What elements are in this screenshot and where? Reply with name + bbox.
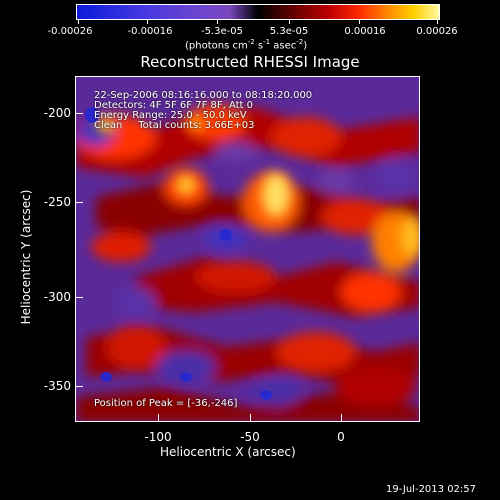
heatmap	[76, 77, 419, 421]
colorbar-label: -0.00026	[47, 26, 93, 37]
x-tick-label: -50	[240, 430, 260, 444]
x-tick-label: -100	[144, 430, 172, 444]
y-tick-label: -300	[43, 290, 71, 304]
colorbar-label: 5.3e-05	[269, 26, 309, 37]
clean-total-counts: Clean Total counts: 3.66E+03	[94, 120, 255, 131]
detectors: Detectors: 4F 5F 6F 7F 8F, Att 0	[94, 100, 254, 111]
y-tick	[75, 202, 83, 203]
x-tick	[341, 414, 342, 422]
colorbar-tick	[359, 20, 360, 24]
y-tick	[75, 113, 83, 114]
colorbar-label: -5.3e-05	[201, 26, 243, 37]
peak-position: Position of Peak = [-36,-246]	[94, 398, 238, 409]
image-title: Reconstructed RHESSI Image	[140, 53, 360, 71]
colorbar-tick	[437, 20, 438, 24]
colorbar-label: 0.00026	[416, 26, 458, 37]
y-tick-label: -350	[43, 379, 71, 393]
x-axis-label: Heliocentric X (arcsec)	[160, 445, 296, 459]
colorbar-tick	[217, 20, 218, 24]
y-tick	[75, 386, 83, 387]
colorbar-label: -0.00016	[127, 26, 173, 37]
colorbar-tick	[147, 20, 148, 24]
y-tick-label: -200	[43, 106, 71, 120]
colorbar	[76, 4, 440, 20]
x-tick	[158, 414, 159, 422]
colorbar-label: 0.00016	[344, 26, 386, 37]
colorbar-units: (photons cm-2 s-1 asec-2)	[185, 38, 308, 52]
rhessi-image: 22-Sep-2006 08:16:16.000 to 08:18:20.000…	[75, 76, 420, 422]
timestamp: 19-Jul-2013 02:57	[386, 484, 477, 495]
x-tick	[250, 414, 251, 422]
y-tick	[75, 297, 83, 298]
colorbar-tick	[289, 20, 290, 24]
x-tick-label: 0	[337, 430, 345, 444]
energy-range: Energy Range: 25.0 - 50.0 keV	[94, 110, 247, 121]
y-axis-label: Heliocentric Y (arcsec)	[19, 189, 33, 325]
y-tick-label: -250	[43, 195, 71, 209]
observation-time: 22-Sep-2006 08:16:16.000 to 08:18:20.000	[94, 90, 313, 101]
colorbar-tick	[78, 20, 79, 24]
